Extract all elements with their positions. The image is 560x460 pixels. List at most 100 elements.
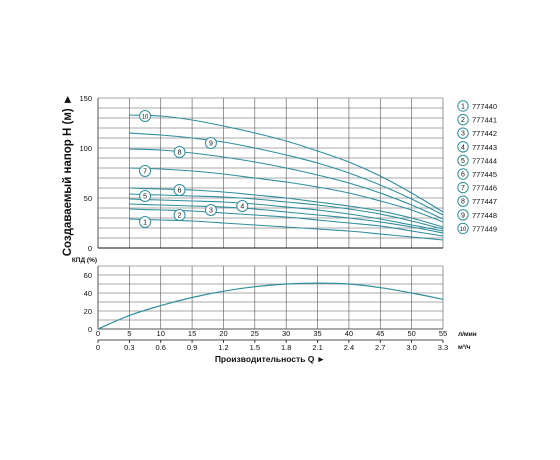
curve-number-badge — [204, 137, 217, 149]
lpm-tick-label: 35 — [313, 329, 321, 338]
curve-number-label: 5 — [143, 194, 147, 201]
lpm-tick-label: 40 — [345, 329, 353, 338]
curve-number-label: 1 — [143, 220, 147, 227]
m3h-tick-label: 2.7 — [375, 343, 385, 352]
m3h-tick-label: 3.0 — [406, 343, 416, 352]
legend-model: 777446 — [472, 184, 497, 193]
m3h-tick-label: 0.3 — [124, 343, 134, 352]
eff-y-tick-label: 60 — [84, 271, 92, 280]
head-curve-5 — [129, 193, 444, 230]
legend-number: 5 — [461, 158, 465, 165]
legend-number-badge — [457, 168, 469, 180]
eff-y-tick-label: 20 — [84, 307, 92, 316]
legend-number: 1 — [461, 104, 465, 111]
curve-number-label: 8 — [178, 150, 182, 157]
head-curve-7 — [129, 167, 444, 223]
m3h-tick-label: 0 — [96, 343, 100, 352]
curve-number-badge — [204, 204, 217, 216]
legend-number: 3 — [461, 131, 465, 138]
efficiency-chart-y-ticks: 0 20 40 60 — [84, 271, 92, 334]
flow-m3h-tick-labels: 0 0.3 0.6 0.9 1.2 1.5 1.8 2.1 2.4 2.7 3.0 3.3 — [96, 339, 448, 352]
curve-number-label: 2 — [178, 213, 182, 220]
m3h-tick-label: 0.9 — [187, 343, 197, 352]
curve-number-badge — [236, 200, 249, 212]
m3h-tick-label: 1.2 — [218, 343, 228, 352]
legend-model: 777441 — [472, 116, 497, 125]
head-curve-10 — [129, 114, 444, 213]
lpm-tick-label: 5 — [127, 329, 131, 338]
x-axis-label: Производительность Q ► — [215, 354, 325, 364]
legend-number: 7 — [461, 185, 465, 192]
lpm-tick-label: 0 — [96, 329, 100, 338]
legend-number: 4 — [461, 144, 465, 151]
head-curve-1 — [129, 218, 444, 241]
m3h-unit-label: м³/ч — [458, 344, 471, 351]
head-y-tick-label: 150 — [79, 94, 92, 103]
head-curve-4 — [129, 198, 444, 232]
lpm-tick-label: 30 — [282, 329, 290, 338]
lpm-tick-label: 15 — [188, 329, 196, 338]
legend-model: 777448 — [472, 211, 497, 220]
legend: 1 777440 2 777441 3 777442 4 777443 5 777444 6 7774… — [457, 100, 497, 235]
curve-number-badge — [173, 209, 186, 221]
curve-number-badge — [139, 165, 152, 177]
m3h-tick-label: 0.6 — [156, 343, 166, 352]
head-chart-y-ticks: 0 50 100 150 — [79, 94, 92, 253]
legend-number-badge — [457, 141, 469, 153]
lpm-tick-label: 10 — [157, 329, 165, 338]
curve-number-label: 7 — [143, 169, 147, 176]
curve-number-badge — [139, 190, 152, 202]
curve-number-label: 6 — [178, 188, 182, 195]
legend-number-badge — [457, 181, 469, 194]
lpm-tick-label: 55 — [439, 329, 447, 338]
eff-y-tick-label: 40 — [84, 289, 92, 298]
legend-number-badge — [457, 100, 469, 112]
efficiency-chart-grid — [97, 265, 444, 330]
efficiency-chart-y-axis-label: КПД (%) — [72, 257, 97, 264]
curve-number-label: 10 — [142, 115, 149, 121]
legend-number: 2 — [461, 117, 465, 124]
head-y-tick-label: 100 — [79, 144, 92, 153]
legend-model: 777447 — [472, 197, 497, 206]
efficiency-chart-curve — [97, 282, 444, 330]
eff-y-tick-label: 0 — [88, 325, 92, 334]
head-curve-9 — [129, 132, 444, 216]
head-curve-3 — [129, 203, 444, 234]
head-y-tick-label: 0 — [88, 244, 92, 253]
legend-model: 777449 — [472, 224, 497, 233]
m3h-tick-label: 2.4 — [344, 343, 354, 352]
head-chart-y-axis-label: Создаваемый напор Н (м) ► — [62, 94, 74, 257]
curve-number-label: 9 — [209, 141, 213, 148]
lpm-tick-label: 45 — [376, 329, 384, 338]
lpm-tick-label: 50 — [407, 329, 415, 338]
efficiency-curve — [97, 282, 444, 330]
legend-number: 6 — [461, 172, 465, 179]
legend-number-badge — [457, 113, 469, 126]
legend-number: 9 — [461, 212, 465, 219]
legend-number-badge — [457, 209, 469, 221]
legend-model: 777445 — [472, 170, 497, 179]
curve-number-badge — [173, 184, 186, 196]
legend-model: 777440 — [472, 102, 497, 111]
legend-number-badge — [457, 222, 469, 235]
head-chart-grid — [97, 97, 444, 249]
lpm-tick-label: 20 — [219, 329, 227, 338]
lpm-unit-label: л/мин — [458, 331, 477, 338]
legend-number: 8 — [461, 199, 465, 206]
legend-number-badge — [457, 127, 469, 139]
flow-lpm-tick-labels: 0 5 10 15 20 25 30 35 40 45 50 55 — [96, 329, 447, 338]
m3h-tick-label: 1.8 — [281, 343, 291, 352]
legend-model: 777442 — [472, 129, 497, 138]
head-chart-curve-labels: 1 2 3 4 5 6 7 8 9 10 — [139, 110, 249, 228]
lpm-tick-label: 25 — [251, 329, 259, 338]
curve-number-badge — [139, 110, 152, 122]
m3h-tick-label: 3.3 — [438, 343, 448, 352]
curve-number-badge — [139, 216, 152, 228]
head-y-tick-label: 50 — [84, 194, 92, 203]
legend-number-badge — [457, 154, 469, 167]
legend-model: 777443 — [472, 143, 497, 152]
legend-model: 777444 — [472, 156, 497, 165]
legend-number: 10 — [460, 227, 467, 233]
curve-number-badge — [173, 146, 186, 158]
